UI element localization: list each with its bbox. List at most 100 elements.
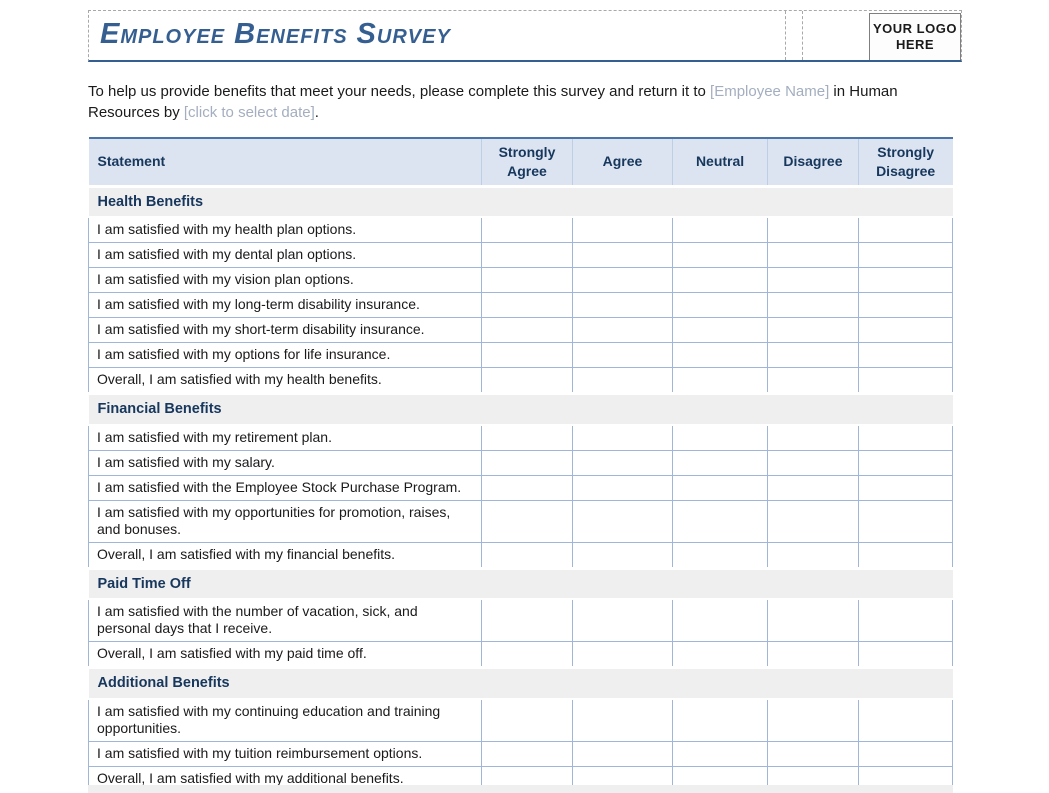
rating-cell[interactable] xyxy=(672,242,769,268)
rating-cell[interactable] xyxy=(481,449,573,476)
rating-cell[interactable] xyxy=(857,541,954,569)
rating-cell[interactable] xyxy=(481,342,573,368)
rating-cell[interactable] xyxy=(571,424,674,451)
rating-cell[interactable] xyxy=(571,499,674,543)
statement-text: Overall, I am satisfied with my health b… xyxy=(87,367,483,394)
rating-cell[interactable] xyxy=(857,267,954,293)
rating-cell[interactable] xyxy=(571,598,674,642)
rating-cell[interactable] xyxy=(857,598,954,642)
table-row: Overall, I am satisfied with my financia… xyxy=(87,541,954,569)
rating-cell[interactable] xyxy=(672,474,769,501)
rating-cell[interactable] xyxy=(571,292,674,318)
rating-cell[interactable] xyxy=(672,342,769,368)
rating-cell[interactable] xyxy=(857,242,954,268)
table-row: I am satisfied with my health plan optio… xyxy=(87,216,954,243)
rating-cell[interactable] xyxy=(672,267,769,293)
column-header-agree: Agree xyxy=(571,137,673,187)
rating-cell[interactable] xyxy=(571,449,674,476)
rating-cell[interactable] xyxy=(481,541,573,569)
rating-cell[interactable] xyxy=(672,499,769,543)
rating-cell[interactable] xyxy=(481,740,573,767)
rating-cell[interactable] xyxy=(571,367,674,394)
rating-cell[interactable] xyxy=(672,541,769,569)
date-picker-placeholder[interactable]: [click to select date] xyxy=(183,104,315,121)
rating-cell[interactable] xyxy=(767,342,859,368)
intro-text: . xyxy=(314,104,319,121)
rating-cell[interactable] xyxy=(857,216,954,243)
employee-name-placeholder[interactable]: [Employee Name] xyxy=(710,83,830,100)
title-word: Benefits xyxy=(234,17,348,50)
rating-cell[interactable] xyxy=(481,499,573,543)
rating-cell[interactable] xyxy=(672,598,769,642)
rating-cell[interactable] xyxy=(672,216,769,243)
rating-cell[interactable] xyxy=(571,317,674,343)
rating-cell[interactable] xyxy=(767,641,859,668)
rating-cell[interactable] xyxy=(767,541,859,569)
rating-cell[interactable] xyxy=(767,292,859,318)
rating-cell[interactable] xyxy=(571,641,674,668)
rating-cell[interactable] xyxy=(767,367,859,394)
rating-cell[interactable] xyxy=(767,317,859,343)
rating-cell[interactable] xyxy=(481,367,573,394)
rating-cell[interactable] xyxy=(481,424,573,451)
rating-cell[interactable] xyxy=(767,216,859,243)
rating-cell[interactable] xyxy=(857,474,954,501)
rating-cell[interactable] xyxy=(672,367,769,394)
rating-cell[interactable] xyxy=(481,698,573,742)
rating-cell[interactable] xyxy=(672,641,769,668)
rating-cell[interactable] xyxy=(672,740,769,767)
rating-cell[interactable] xyxy=(672,292,769,318)
rating-cell[interactable] xyxy=(481,317,573,343)
rating-cell[interactable] xyxy=(767,474,859,501)
statement-text: I am satisfied with my continuing educat… xyxy=(87,698,483,742)
intro-paragraph: To help us provide benefits that meet yo… xyxy=(88,81,964,123)
header-divider xyxy=(785,11,803,60)
rating-cell[interactable] xyxy=(767,740,859,767)
rating-cell[interactable] xyxy=(767,267,859,293)
rating-cell[interactable] xyxy=(672,424,769,451)
rating-cell[interactable] xyxy=(857,641,954,668)
rating-cell[interactable] xyxy=(857,342,954,368)
rating-cell[interactable] xyxy=(767,424,859,451)
document-header: Employee Benefits Survey YOUR LOGO HERE xyxy=(88,10,962,62)
table-row: I am satisfied with my opportunities for… xyxy=(87,499,954,543)
rating-cell[interactable] xyxy=(571,242,674,268)
rating-cell[interactable] xyxy=(481,598,573,642)
rating-cell[interactable] xyxy=(767,598,859,642)
rating-cell[interactable] xyxy=(857,698,954,742)
rating-cell[interactable] xyxy=(481,641,573,668)
rating-cell[interactable] xyxy=(857,317,954,343)
section-row: Paid Time Off xyxy=(88,566,953,600)
table-row: I am satisfied with my short-term disabi… xyxy=(87,317,954,343)
rating-cell[interactable] xyxy=(767,698,859,742)
rating-cell[interactable] xyxy=(571,698,674,742)
rating-cell[interactable] xyxy=(481,216,573,243)
rating-cell[interactable] xyxy=(672,317,769,343)
rating-cell[interactable] xyxy=(767,242,859,268)
rating-cell[interactable] xyxy=(571,740,674,767)
statement-text: I am satisfied with my vision plan optio… xyxy=(87,267,483,293)
rating-cell[interactable] xyxy=(481,292,573,318)
column-header-strongly-disagree: Strongly Disagree xyxy=(857,137,953,187)
rating-cell[interactable] xyxy=(672,698,769,742)
rating-cell[interactable] xyxy=(571,474,674,501)
rating-cell[interactable] xyxy=(481,474,573,501)
rating-cell[interactable] xyxy=(857,292,954,318)
rating-cell[interactable] xyxy=(571,267,674,293)
rating-cell[interactable] xyxy=(857,449,954,476)
rating-cell[interactable] xyxy=(571,541,674,569)
rating-cell[interactable] xyxy=(571,216,674,243)
table-row: I am satisfied with my long-term disabil… xyxy=(87,292,954,318)
rating-cell[interactable] xyxy=(767,499,859,543)
rating-cell[interactable] xyxy=(481,242,573,268)
rating-cell[interactable] xyxy=(571,342,674,368)
rating-cell[interactable] xyxy=(857,424,954,451)
rating-cell[interactable] xyxy=(767,449,859,476)
logo-placeholder[interactable]: YOUR LOGO HERE xyxy=(869,13,961,60)
rating-cell[interactable] xyxy=(481,267,573,293)
statement-text: I am satisfied with my long-term disabil… xyxy=(87,292,483,318)
rating-cell[interactable] xyxy=(857,740,954,767)
rating-cell[interactable] xyxy=(857,499,954,543)
rating-cell[interactable] xyxy=(672,449,769,476)
rating-cell[interactable] xyxy=(857,367,954,394)
